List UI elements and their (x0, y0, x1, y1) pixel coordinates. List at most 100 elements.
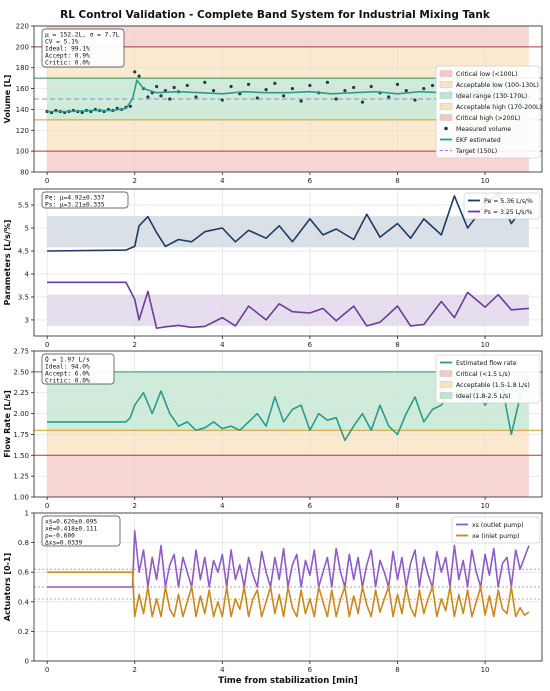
legend-label: Ideal (1.8-2.5 L/s) (456, 393, 511, 400)
y-tick-label: 0 (25, 658, 29, 666)
legend-label: Critical low (<100L) (456, 71, 517, 78)
legend-label: EKF estimated (456, 137, 501, 144)
x-tick-label: 8 (395, 666, 399, 674)
y-tick-label: 140 (16, 106, 29, 114)
x-tick-label: 0 (45, 502, 49, 510)
data-point (246, 82, 251, 86)
y-tick-label: 1 (25, 510, 29, 518)
data-point (168, 97, 172, 101)
data-point (185, 83, 189, 88)
stats-line: xē=0.418±0.111 (45, 526, 97, 533)
x-tick-label: 2 (132, 341, 136, 349)
legend-label: Estimated flow rate (456, 360, 517, 367)
legend: xs (outlet pump) xe (inlet pump) (451, 516, 541, 544)
y-tick-label: 1.25 (13, 473, 29, 481)
y-tick-label: 200 (16, 43, 29, 51)
data-point (308, 83, 312, 88)
x-tick-label: 0 (45, 666, 49, 674)
legend-label: Ideal range (130-170L) (456, 93, 527, 100)
data-point (128, 104, 132, 108)
band-1 (47, 216, 529, 248)
x-tick-label: 0 (45, 177, 49, 185)
y-tick-label: 1.75 (13, 431, 29, 439)
plot-frame (33, 350, 543, 498)
y-tick-label: 4 (25, 270, 30, 278)
band-1 (47, 151, 529, 172)
y-tick-label: 160 (16, 85, 29, 93)
data-point (369, 84, 373, 89)
y-tick-label: 3 (25, 316, 29, 324)
legend-swatch (439, 370, 453, 377)
plot-frame (33, 512, 543, 662)
legend-label: Acceptable low (100-130L) (456, 82, 539, 89)
data-point (299, 99, 303, 103)
figure-title: RL Control Validation - Complete Band Sy… (60, 9, 491, 21)
legend-frame (435, 65, 541, 159)
x-tick-label: 10 (481, 341, 490, 349)
data-point (352, 85, 356, 90)
data-point (395, 82, 400, 86)
legend-swatch (439, 114, 453, 121)
y-tick-label: 100 (16, 148, 29, 156)
x-tick-label: 2 (132, 177, 136, 185)
x-tick-label: 6 (308, 177, 313, 185)
y-tick-label: 1.50 (13, 452, 29, 460)
legend-swatch (439, 70, 453, 77)
y-axis-label: Parameters [L/s/%] (3, 220, 12, 306)
stats-box-frame (41, 515, 121, 547)
y-tick-label: 0.6 (18, 569, 30, 577)
x-tick-label: 4 (220, 177, 225, 185)
y-tick-label: 2.75 (13, 348, 29, 356)
x-tick-label: 6 (308, 502, 313, 510)
stats-line: Critic: 0.0% (45, 378, 90, 385)
data-point (413, 98, 417, 102)
data-point (387, 95, 391, 99)
band-2 (47, 294, 529, 326)
band-2 (47, 430, 529, 456)
y-tick-label: 220 (16, 23, 29, 31)
panel-2: 3 3.5 4 4.5 5 5.5 0 2 4 6 8 10 Parameters [L/s/%] Pe:… (3, 188, 543, 349)
y-tick-label: 120 (16, 127, 29, 135)
series-line-2 (47, 571, 530, 618)
legend: Pe = 5.36 L/s/% Ps = 3.25 L/s/% (463, 192, 541, 220)
y-tick-label: 0.4 (18, 598, 30, 606)
data-point (404, 89, 408, 93)
panel-3: 1.00 1.25 1.50 1.75 2.00 2.25 2.50 2.75 0 2 4 6 8 10 F… (3, 348, 543, 510)
y-tick-label: 1.00 (13, 494, 29, 502)
data-point (211, 89, 216, 93)
legend-label: Acceptable (1.5-1.8 L/s) (456, 382, 530, 389)
legend-frame (451, 516, 541, 544)
legend: Estimated flow rate Critical (<1.5 L/s) Ac… (435, 354, 541, 404)
data-point (133, 70, 137, 74)
data-point (159, 94, 163, 98)
stats-line: xs̄=0.620±0.095 (45, 518, 97, 526)
stats-line: Accept: 6.0% (45, 371, 90, 378)
data-point (194, 95, 198, 99)
data-point (229, 84, 233, 89)
stats-line: Ps: μ=3.21±0.335 (45, 202, 105, 209)
y-tick-label: 2.25 (13, 389, 29, 397)
data-point (360, 100, 365, 104)
x-tick-label: 2 (132, 502, 136, 510)
legend-label: Target (150L) (455, 148, 497, 155)
stats-line: μ = 152.2L, σ = 7.7L (45, 32, 120, 39)
legend-swatch (439, 103, 453, 110)
y-tick-label: 5 (25, 225, 29, 233)
data-point (146, 95, 150, 99)
stats-line: Δxs=0.0339 (45, 540, 83, 547)
data-point (163, 89, 167, 93)
stats-line: ρ=-0.600 (45, 533, 75, 540)
stats-box-frame (41, 191, 129, 209)
x-tick-label: 6 (308, 666, 313, 674)
y-axis-label: Volume [L] (3, 75, 12, 124)
y-tick-label: 3.5 (18, 293, 29, 301)
series-line-1 (47, 530, 530, 588)
data-point (255, 96, 259, 100)
data-point (203, 80, 207, 84)
series-line-2 (47, 281, 529, 329)
